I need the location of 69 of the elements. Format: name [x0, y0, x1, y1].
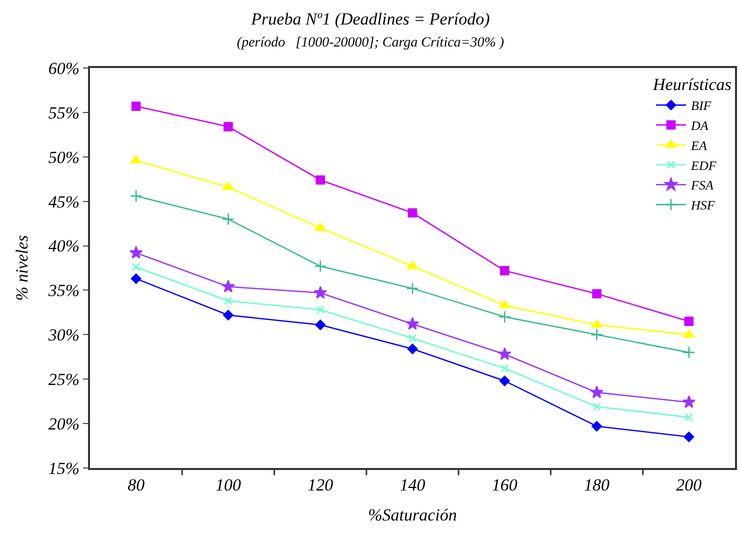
point: [132, 262, 140, 272]
point: [316, 306, 325, 314]
point: [406, 317, 420, 330]
point: [500, 266, 510, 276]
point: [406, 282, 419, 295]
point: [222, 212, 234, 226]
chart-subtitle: (período [1000-20000]; Carga Crítica=30% ): [236, 36, 504, 51]
point: [498, 347, 512, 360]
point: [592, 421, 602, 432]
point: [500, 364, 509, 373]
x-tick-label: 120: [308, 475, 334, 494]
legend-label: HSF: [690, 198, 716, 213]
y-tick-label: 35%: [47, 281, 80, 300]
point: [224, 296, 232, 306]
point: [684, 316, 694, 326]
x-tick-label: 140: [400, 475, 426, 494]
y-tick-label: 15%: [48, 458, 80, 478]
point: [590, 385, 604, 398]
point: [406, 261, 418, 270]
x-tick-label: 100: [215, 475, 242, 494]
y-tick-label: 25%: [48, 370, 80, 390]
point: [408, 208, 418, 218]
point: [498, 300, 510, 308]
legend-label: FSA: [690, 178, 714, 193]
y-tick-label: 55%: [48, 103, 80, 122]
y-axis-title: % niveles: [12, 234, 32, 301]
y-tick-label: 50%: [48, 148, 80, 167]
point: [682, 346, 696, 359]
point: [222, 182, 234, 190]
point: [223, 310, 234, 320]
point: [130, 273, 142, 284]
x-axis-title: %Saturación: [368, 505, 457, 524]
y-tick-label: 60%: [48, 58, 80, 78]
legend-label: BIF: [691, 98, 712, 114]
point: [315, 320, 326, 330]
point: [590, 328, 604, 341]
y-tick-label: 45%: [48, 192, 80, 212]
point: [314, 286, 327, 299]
point: [224, 122, 233, 132]
point: [682, 395, 696, 408]
point: [314, 260, 327, 272]
point: [129, 246, 143, 259]
point: [683, 330, 695, 338]
point: [684, 413, 694, 422]
point: [316, 175, 326, 185]
point: [131, 102, 141, 111]
point: [592, 402, 601, 411]
x-tick-label: 200: [676, 475, 702, 494]
legend-title: Heurísticas: [652, 75, 732, 94]
point: [222, 280, 235, 292]
point: [130, 190, 142, 202]
y-tick-label: 40%: [48, 236, 80, 256]
point: [592, 289, 602, 298]
point: [407, 344, 418, 354]
y-tick-label: 20%: [48, 414, 80, 434]
point: [684, 432, 694, 442]
x-tick-label: 160: [492, 475, 518, 494]
legend-label: EA: [690, 138, 707, 153]
x-tick-label: 180: [584, 475, 610, 494]
chart-title: Prueba Nº1 (Deadlines = Período): [250, 9, 490, 28]
point: [498, 310, 511, 324]
legend-label: DA: [690, 118, 708, 134]
point: [314, 222, 326, 231]
x-tick-label: 80: [128, 475, 146, 494]
y-tick-label: 30%: [47, 326, 80, 345]
legend-label: EDF: [690, 158, 718, 173]
point: [499, 376, 510, 386]
point: [408, 334, 417, 342]
point: [130, 155, 142, 164]
